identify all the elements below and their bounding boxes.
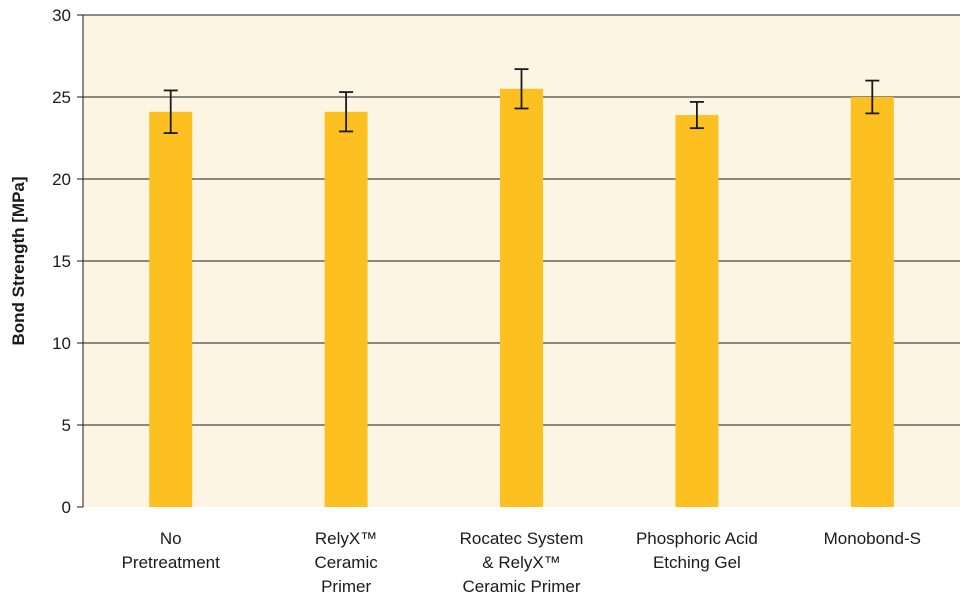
error-bars xyxy=(163,68,880,134)
x-category-label-3: Phosphoric Acid Etching Gel xyxy=(636,529,758,572)
bar-1 xyxy=(324,111,368,507)
bar-0 xyxy=(149,111,193,507)
y-tick-label: 5 xyxy=(62,416,71,435)
bar-4 xyxy=(850,97,894,507)
y-tick-label: 20 xyxy=(52,170,71,189)
y-tick-label: 0 xyxy=(62,498,71,517)
y-tick-label: 10 xyxy=(52,334,71,353)
x-category-label-4: Monobond-S xyxy=(824,529,921,548)
y-tick-label: 25 xyxy=(52,88,71,107)
y-axis-ticks: 0 5 10 15 20 25 30 xyxy=(52,6,83,517)
x-category-label-2: Rocatec System & RelyX™ Ceramic Primer xyxy=(460,529,584,596)
bar-3 xyxy=(675,115,719,507)
bars xyxy=(149,88,894,508)
x-category-label-1: RelyX™ Ceramic Primer xyxy=(314,529,378,596)
x-axis-labels: No Pretreatment RelyX™ Ceramic Primer Rocatec… xyxy=(122,529,921,596)
x-category-label-0: No Pretreatment xyxy=(122,529,221,572)
y-tick-label: 15 xyxy=(52,252,71,271)
y-tick-label: 30 xyxy=(52,6,71,25)
bar-2 xyxy=(500,88,543,508)
y-axis-title: Bond Strength [MPa] xyxy=(9,176,28,345)
